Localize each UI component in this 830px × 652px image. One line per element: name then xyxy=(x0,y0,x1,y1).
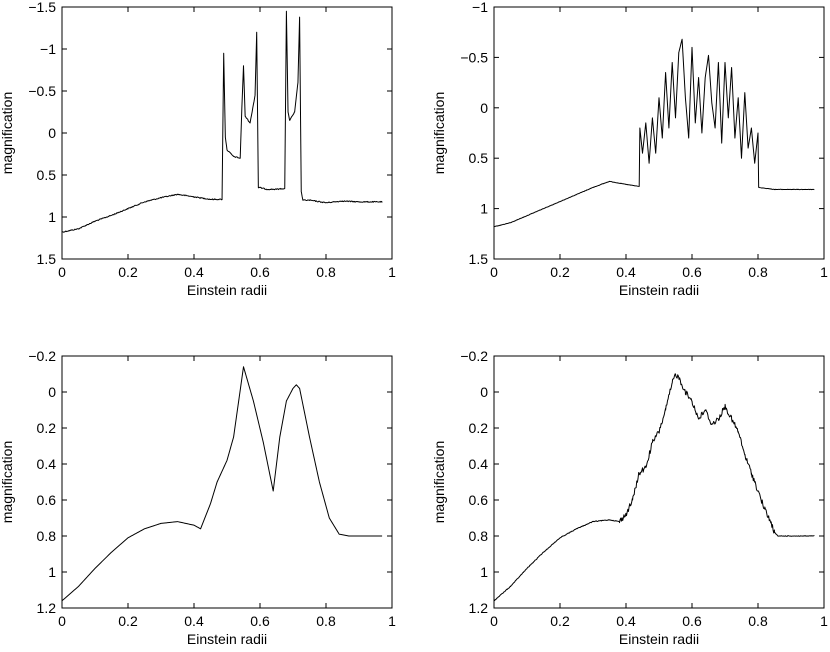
x-tick-label: 1 xyxy=(388,613,396,629)
series-line-0 xyxy=(493,38,815,228)
panel-top-right: 0 0.2 0.4 0.6 0.8 1 −1 −0.5 0 0.5 1 1.5 Einstein rad… xyxy=(431,0,828,298)
x-axis-label: Einstein radii xyxy=(619,631,699,647)
axes-frame xyxy=(61,6,393,260)
x-tick-label: 0.6 xyxy=(250,613,270,629)
x-tick-label: 0 xyxy=(58,264,66,280)
y-tick-label: 1 xyxy=(480,201,488,217)
x-tick-label: 0.4 xyxy=(184,264,204,280)
y-tick-label: 0.8 xyxy=(37,528,57,544)
panel-bottom-right: 0 0.2 0.4 0.6 0.8 1 −0.2 0 0.2 0.4 0.6 0.8 1 1.2 Einst… xyxy=(431,348,828,647)
y-tick-label: −0.5 xyxy=(460,49,488,65)
x-tick-label: 0.4 xyxy=(616,613,636,629)
x-axis-label: Einstein radii xyxy=(619,282,699,298)
y-tick-label: −0.5 xyxy=(28,83,56,99)
x-tick-label: 1 xyxy=(820,613,828,629)
x-tick-label: 0 xyxy=(490,264,498,280)
y-tick-label: −1 xyxy=(40,41,56,57)
y-tick-label: 0 xyxy=(48,384,56,400)
panel-top-left: 0 0.2 0.4 0.6 0.8 1 −1.5 −1 −0.5 0 0.5 1 1.5 Einstein… xyxy=(0,0,396,298)
x-tick-label: 0.6 xyxy=(682,264,702,280)
y-tick-label: 1 xyxy=(48,209,56,225)
series-line-0 xyxy=(61,366,383,602)
y-tick-label: −1.5 xyxy=(28,0,56,15)
x-tick-label: 0.2 xyxy=(550,613,570,629)
x-tick-label: 0.6 xyxy=(682,613,702,629)
x-tick-label: 0.6 xyxy=(250,264,270,280)
x-tick-label: 0.8 xyxy=(316,613,336,629)
y-tick-label: 0.4 xyxy=(469,456,489,472)
x-tick-label: 0.2 xyxy=(118,264,138,280)
x-tick-label: 0.8 xyxy=(316,264,336,280)
series-line-0 xyxy=(61,10,383,233)
y-tick-label: 1.5 xyxy=(469,251,489,267)
y-tick-label: 0 xyxy=(480,384,488,400)
y-tick-label: 0.2 xyxy=(37,420,57,436)
y-tick-label: 0.2 xyxy=(469,420,489,436)
y-axis-label: magnification xyxy=(431,92,447,175)
x-tick-label: 0 xyxy=(58,613,66,629)
x-tick-label: 1 xyxy=(388,264,396,280)
series-line-0 xyxy=(493,373,815,602)
y-tick-label: 0.8 xyxy=(469,528,489,544)
panel-bottom-left: 0 0.2 0.4 0.6 0.8 1 −0.2 0 0.2 0.4 0.6 0.8 1 1.2 Einst… xyxy=(0,348,396,647)
y-tick-label: 1.2 xyxy=(469,600,489,616)
y-tick-label: 0.6 xyxy=(37,492,57,508)
axes-frame xyxy=(61,355,393,609)
y-axis-label: magnification xyxy=(0,441,15,524)
y-tick-label: 0.5 xyxy=(469,150,489,166)
axes-frame xyxy=(493,355,825,609)
y-tick-label: 1.5 xyxy=(37,251,57,267)
y-axis-label: magnification xyxy=(431,441,447,524)
y-tick-label: −0.2 xyxy=(28,348,56,364)
x-tick-label: 0.4 xyxy=(616,264,636,280)
y-axis-label: magnification xyxy=(0,92,15,175)
y-tick-label: 1 xyxy=(48,564,56,580)
x-tick-label: 0.8 xyxy=(748,264,768,280)
x-tick-label: 0 xyxy=(490,613,498,629)
y-tick-label: 0.5 xyxy=(37,167,57,183)
y-tick-label: −0.2 xyxy=(460,348,488,364)
x-tick-label: 0.2 xyxy=(550,264,570,280)
x-axis-label: Einstein radii xyxy=(187,282,267,298)
axes-frame xyxy=(493,6,825,260)
y-tick-label: 0.4 xyxy=(37,456,57,472)
y-tick-label: 1.2 xyxy=(37,600,57,616)
y-tick-label: 0 xyxy=(480,100,488,116)
x-tick-label: 0.8 xyxy=(748,613,768,629)
x-axis-label: Einstein radii xyxy=(187,631,267,647)
x-tick-label: 1 xyxy=(820,264,828,280)
x-tick-label: 0.2 xyxy=(118,613,138,629)
x-tick-label: 0.4 xyxy=(184,613,204,629)
y-tick-label: 0.6 xyxy=(469,492,489,508)
y-tick-label: −1 xyxy=(472,0,488,15)
y-tick-label: 0 xyxy=(48,125,56,141)
y-tick-label: 1 xyxy=(480,564,488,580)
